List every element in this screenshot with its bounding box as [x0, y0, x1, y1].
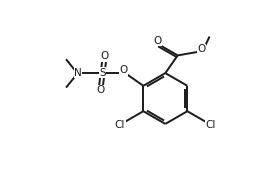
- Text: O: O: [101, 51, 109, 61]
- Text: Cl: Cl: [205, 120, 216, 130]
- Text: O: O: [197, 44, 205, 54]
- Text: S: S: [99, 68, 106, 78]
- Text: O: O: [119, 65, 127, 75]
- Text: N: N: [74, 68, 82, 78]
- Text: O: O: [96, 85, 104, 95]
- Text: Cl: Cl: [115, 120, 125, 130]
- Text: O: O: [153, 36, 162, 46]
